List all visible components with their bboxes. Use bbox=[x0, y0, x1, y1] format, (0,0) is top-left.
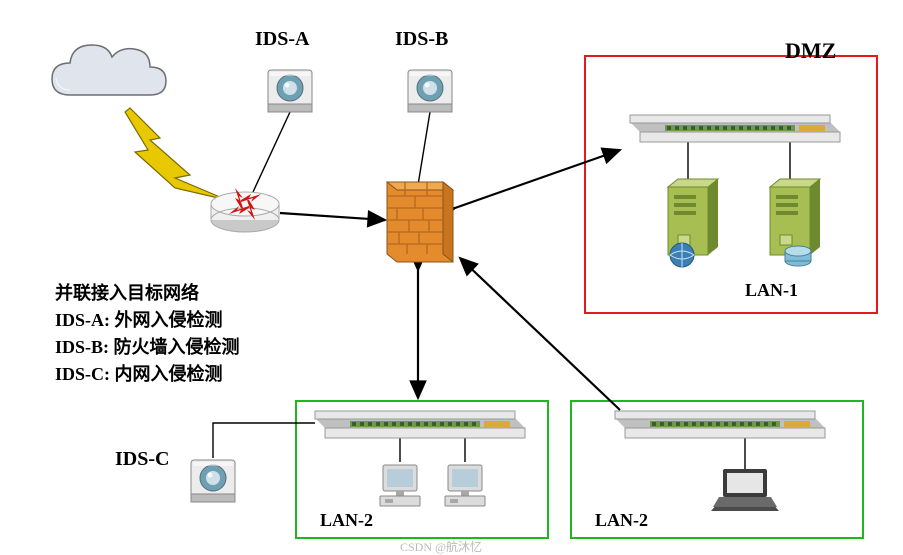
pc1-icon bbox=[380, 465, 420, 506]
lan2b-switch-icon bbox=[615, 411, 825, 438]
firewall-icon bbox=[387, 182, 453, 262]
dmz-switch-icon bbox=[630, 115, 840, 142]
cloud-icon bbox=[52, 45, 166, 95]
network-svg bbox=[0, 0, 903, 553]
ids-c-icon bbox=[191, 460, 235, 502]
server2-icon bbox=[770, 179, 820, 266]
ids-a-icon bbox=[268, 70, 312, 112]
diagram-canvas: IDS-A IDS-B IDS-C DMZ LAN-1 LAN-2 LAN-2 … bbox=[0, 0, 903, 553]
pc2-icon bbox=[445, 465, 485, 506]
lightning-link bbox=[125, 108, 227, 200]
ids-b-icon bbox=[408, 70, 452, 112]
lan2a-switch-icon bbox=[315, 411, 525, 438]
router-icon bbox=[211, 188, 279, 232]
laptop-icon bbox=[711, 469, 779, 511]
server1-icon bbox=[668, 179, 718, 267]
